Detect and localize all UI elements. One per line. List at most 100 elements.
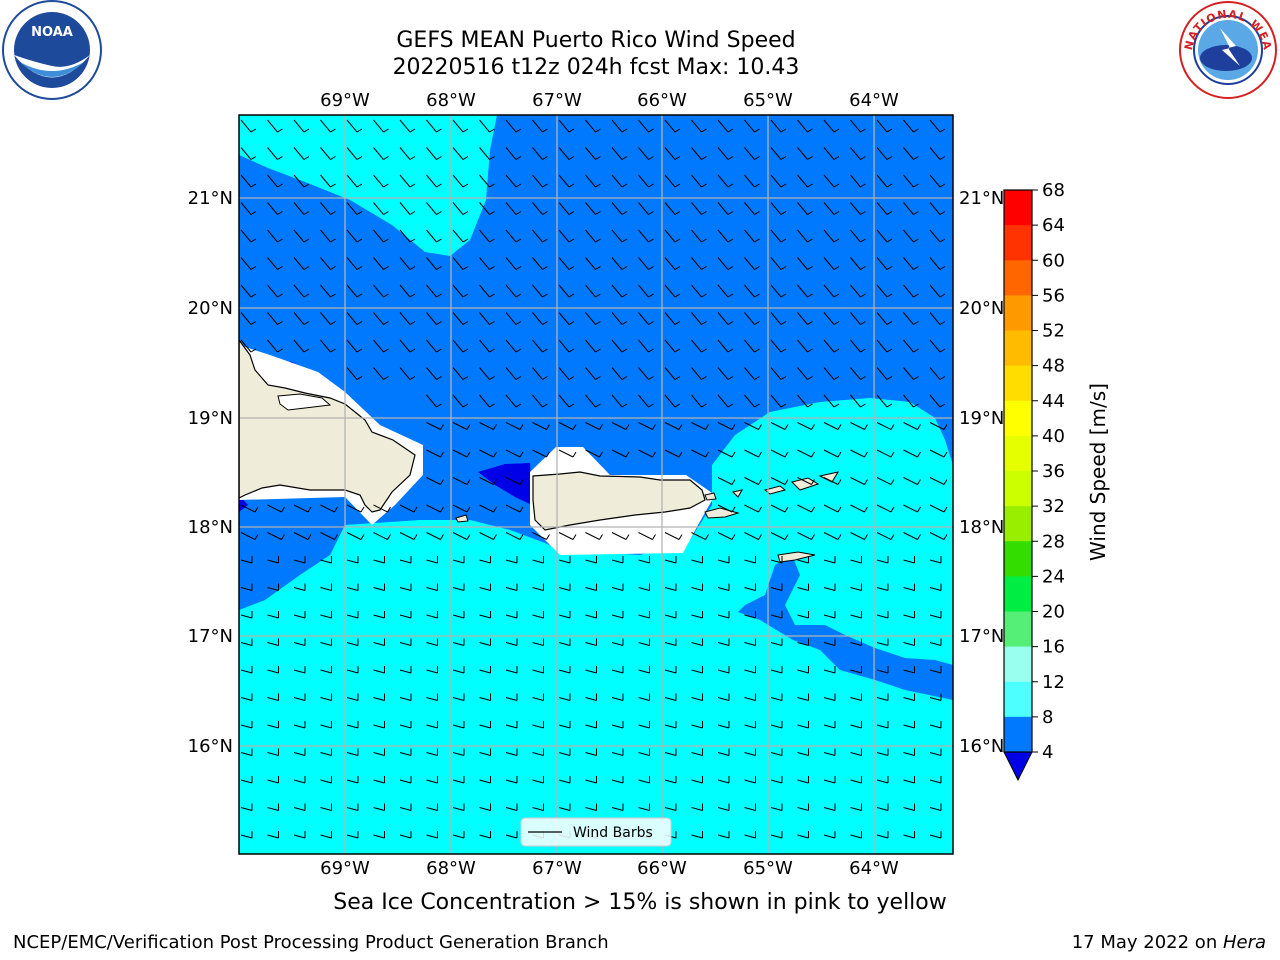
- wind-barb: [585, 394, 601, 408]
- wind-barb: [479, 803, 491, 811]
- axis-labels: 69°W 69°W 68°W 68°W 67°W 67°W 66°W 66°W 65°W 65°W…: [188, 90, 1005, 879]
- wind-barb: [346, 803, 359, 811]
- wind-barb: [823, 831, 836, 839]
- wind-barb: [664, 532, 683, 540]
- wind-barb: [558, 257, 575, 270]
- colorbar-segment: [1004, 716, 1032, 752]
- wind-barb: [293, 339, 310, 353]
- wind-barb: [770, 776, 783, 784]
- wind-barb: [770, 449, 789, 458]
- wind-barb: [452, 611, 465, 619]
- wind-barb: [797, 583, 809, 591]
- wind-barb: [373, 147, 389, 160]
- colorbar-tick-label: 32: [1042, 496, 1065, 517]
- wind-barb: [611, 693, 624, 701]
- wind-barb: [929, 532, 948, 540]
- wind-barb: [373, 174, 389, 188]
- wind-barb: [293, 638, 306, 646]
- wind-barb: [744, 202, 760, 215]
- wind-barb: [903, 119, 919, 133]
- wind-barb: [267, 803, 279, 811]
- wind-barb: [585, 776, 597, 784]
- wind-barb: [717, 693, 730, 701]
- wind-barb: [717, 611, 730, 619]
- wind-barb: [293, 504, 312, 513]
- wind-barb: [452, 776, 465, 784]
- wind-barb: [240, 638, 253, 646]
- wind-barb: [293, 831, 306, 839]
- wind-barb: [346, 583, 359, 591]
- wind-barb: [346, 312, 363, 325]
- wind-barb: [717, 477, 736, 485]
- wind-barb: [691, 611, 703, 619]
- wind-barb: [691, 638, 703, 646]
- colorbar-segment: [1004, 435, 1032, 472]
- wind-barb: [797, 638, 809, 646]
- wind-barb: [611, 803, 624, 811]
- wind-barb: [399, 202, 416, 215]
- wind-barb: [426, 257, 442, 270]
- wind-barb: [505, 477, 524, 485]
- wind-barb: [267, 748, 279, 756]
- wind-barb: [346, 611, 359, 619]
- wind-barb: [426, 638, 438, 646]
- wind-barb: [717, 831, 730, 839]
- wind-barb: [638, 284, 654, 298]
- colorbar-segment: [1004, 506, 1032, 542]
- wind-barb: [929, 556, 942, 564]
- wind-barb: [850, 693, 862, 701]
- wind-barb: [876, 257, 893, 270]
- wind-barb: [240, 284, 257, 298]
- wind-barb: [611, 449, 630, 458]
- wind-barb: [823, 257, 840, 270]
- wind-barb: [691, 803, 703, 811]
- speed-band-8-12-north: [239, 115, 497, 256]
- lon-label-bottom: 68°W: [426, 858, 476, 879]
- wind-barb: [770, 257, 787, 270]
- wind-barb: [585, 803, 597, 811]
- wind-barb: [744, 449, 762, 458]
- wind-barb: [823, 803, 836, 811]
- wind-barb: [850, 611, 862, 619]
- wind-barb: [929, 831, 942, 839]
- wind-barb: [717, 367, 734, 380]
- wind-barb: [611, 202, 628, 215]
- wind-barb: [903, 257, 919, 270]
- wind-barb: [797, 284, 813, 298]
- wind-barb: [373, 611, 385, 619]
- wind-barb: [797, 422, 815, 430]
- colorbar-segment: [1004, 190, 1032, 226]
- wind-barb: [240, 776, 253, 784]
- wind-barb: [505, 119, 522, 133]
- wind-barb: [638, 611, 650, 619]
- wind-barb: [585, 666, 597, 674]
- wind-barb: [691, 147, 707, 160]
- wind-barb: [691, 583, 703, 591]
- wind-barb: [903, 666, 915, 674]
- wind-barb: [426, 532, 444, 540]
- wind-barb: [744, 831, 756, 839]
- wind-barb: [929, 803, 942, 811]
- wind-barb: [638, 147, 654, 160]
- wind-barb: [558, 367, 575, 380]
- wind-barb: [505, 174, 522, 188]
- wind-barb: [850, 284, 866, 298]
- wind-barb: [346, 776, 359, 784]
- wind-barb: [267, 611, 279, 619]
- footer-date-text: 17 May 2022 on: [1071, 932, 1223, 953]
- wind-barb: [744, 532, 762, 540]
- colorbar-label: Wind Speed [m/s]: [1086, 383, 1110, 561]
- legend-box: [520, 817, 672, 847]
- wind-barb: [399, 776, 412, 784]
- wind-barb: [426, 721, 438, 729]
- wind-barb: [346, 556, 359, 564]
- wind-barb: [373, 532, 391, 540]
- wind-barb: [346, 721, 359, 729]
- wind-barb: [532, 638, 544, 646]
- wind-barb: [240, 721, 253, 729]
- wind-barb: [399, 611, 412, 619]
- wind-barb: [346, 831, 359, 839]
- lon-label-bottom: 69°W: [320, 858, 370, 879]
- wind-barb: [426, 449, 444, 458]
- wind-barb: [373, 556, 385, 564]
